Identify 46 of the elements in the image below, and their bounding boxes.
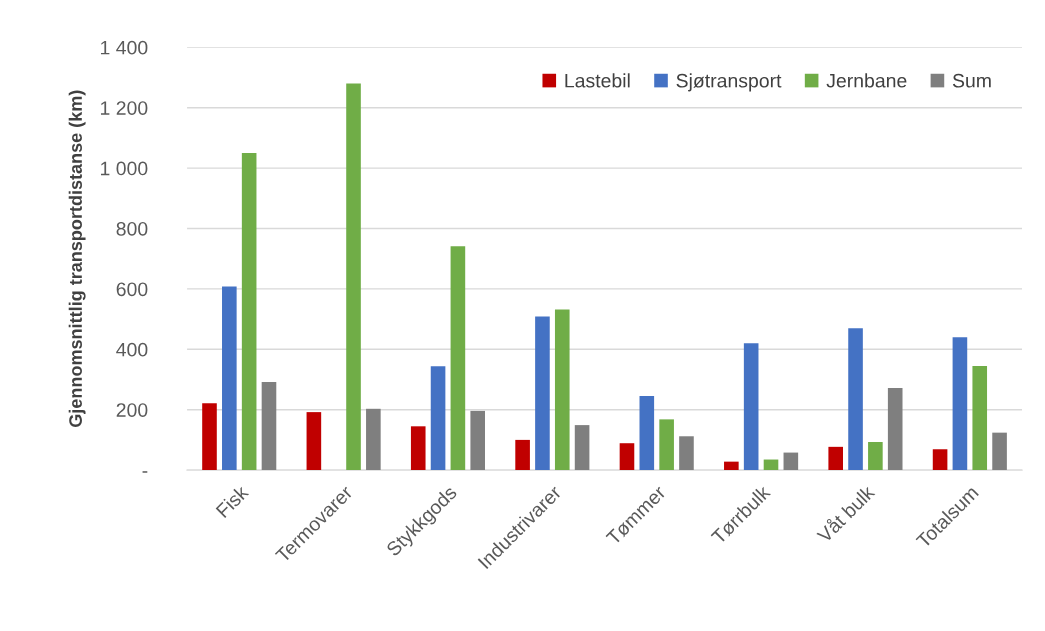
bar <box>783 452 799 471</box>
bar <box>366 408 381 471</box>
y-tick-label: 400 <box>116 342 148 357</box>
legend-label: Sjøtransport <box>676 73 782 92</box>
bar <box>346 83 361 471</box>
bar <box>574 425 590 471</box>
y-axis-title: Gjennomsnittlig transportdistanse (km) <box>68 90 86 427</box>
bar <box>887 387 903 471</box>
x-tick-label: Våt bulk <box>814 482 876 544</box>
bar <box>241 153 257 471</box>
bar <box>763 459 779 471</box>
bar <box>306 412 322 471</box>
y-tick-label: 800 <box>116 221 148 236</box>
bar <box>261 381 277 471</box>
bar <box>202 403 217 471</box>
y-tick-label: 1 000 <box>101 161 148 176</box>
bar <box>679 436 694 471</box>
bar <box>470 410 486 471</box>
bar <box>535 316 550 471</box>
legend-label: Lastebil <box>565 73 630 88</box>
bar <box>450 246 466 471</box>
bar <box>554 309 570 471</box>
legend-label: Sum <box>952 73 991 88</box>
bar <box>430 366 446 471</box>
bar <box>724 461 739 471</box>
bar <box>848 328 863 471</box>
bar <box>743 343 759 471</box>
bar <box>952 337 968 471</box>
bar <box>410 426 426 471</box>
y-tick-label: 1 200 <box>101 101 148 115</box>
x-tick-label: Fisk <box>215 483 250 519</box>
y-tick-label: 200 <box>116 403 148 417</box>
y-tick-label: 1 400 <box>101 40 148 55</box>
bar <box>659 419 674 471</box>
y-tick-label: 600 <box>116 282 148 297</box>
bar <box>992 432 1007 471</box>
bar <box>828 446 844 471</box>
bar <box>868 442 883 471</box>
bar <box>972 365 988 471</box>
bar <box>932 449 948 471</box>
bar <box>515 439 530 471</box>
bar <box>222 286 237 471</box>
bar <box>619 443 635 471</box>
legend-label: Jernbane <box>826 73 907 88</box>
bar <box>639 396 655 471</box>
y-tick-label: - <box>142 471 148 473</box>
